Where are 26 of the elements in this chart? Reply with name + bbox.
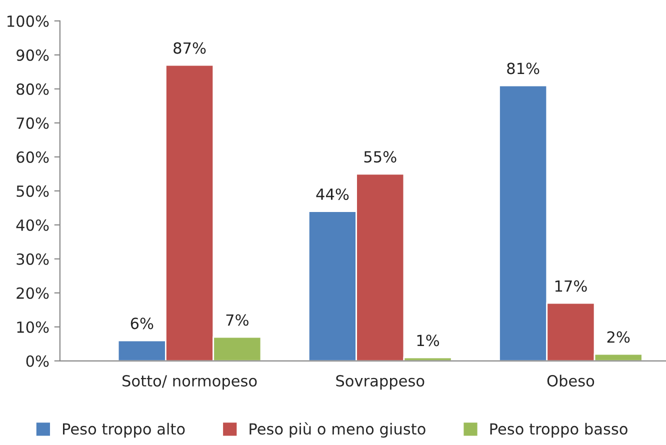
- y-tick-label: 90%: [16, 49, 49, 61]
- data-label: 81%: [507, 62, 540, 74]
- legend-label: Peso più o meno giusto: [250, 422, 426, 438]
- y-tick-label: 30%: [16, 253, 49, 265]
- legend-label: Peso troppo alto: [63, 422, 185, 438]
- data-label: 87%: [174, 42, 206, 54]
- y-tick-label: 80%: [16, 83, 49, 95]
- data-label: 2%: [607, 331, 630, 343]
- y-tick-label: 10%: [17, 321, 49, 333]
- y-tick-label: 60%: [16, 151, 49, 163]
- data-label: 7%: [226, 314, 248, 326]
- data-label: 44%: [316, 188, 349, 200]
- data-label: 17%: [555, 280, 587, 292]
- y-tick-label: 20%: [16, 287, 49, 299]
- data-label: 55%: [364, 151, 396, 163]
- y-tick-label: 70%: [16, 117, 49, 129]
- x-tick-label: Sotto/ normopeso: [122, 375, 257, 390]
- x-tick-label: Sovrappeso: [336, 375, 424, 390]
- x-tick-label: Obeso: [547, 374, 594, 387]
- y-tick-label: 0%: [26, 355, 49, 367]
- y-tick-label: 50%: [16, 185, 49, 197]
- data-label: 6%: [130, 318, 154, 330]
- legend-label: Peso troppo basso: [490, 422, 628, 438]
- y-tick-label: 100%: [8, 15, 49, 27]
- data-label: 1%: [417, 334, 440, 346]
- y-tick-label: 40%: [16, 219, 49, 231]
